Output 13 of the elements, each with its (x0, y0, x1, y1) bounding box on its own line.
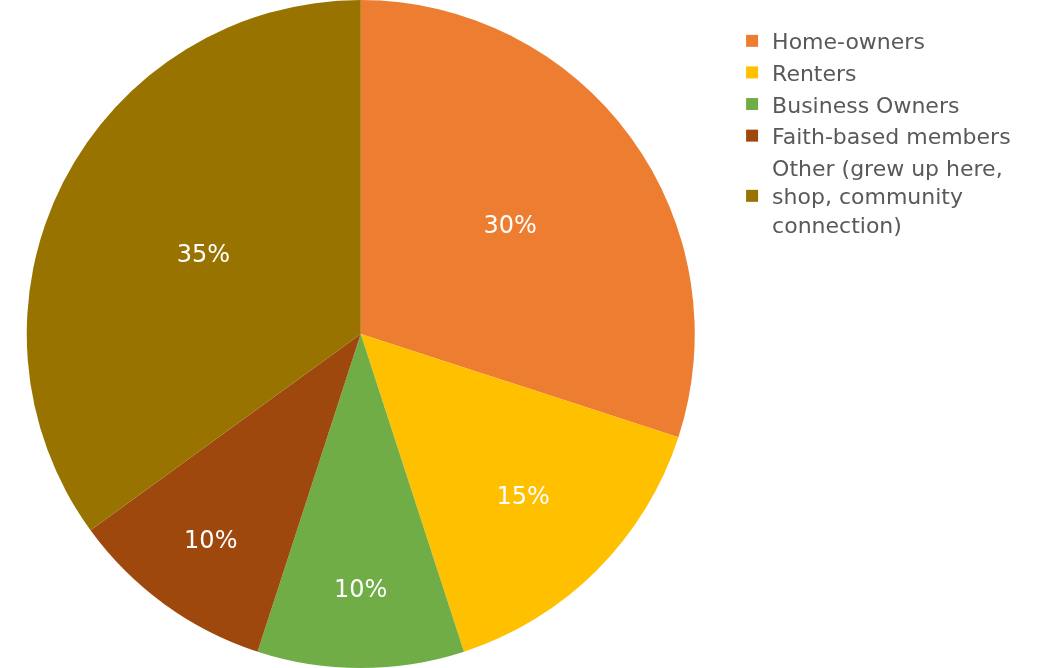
legend-label: Faith-based members (772, 124, 1011, 150)
legend-label: Home-owners (772, 29, 925, 55)
data-label: 10% (334, 575, 388, 604)
pie-slice (26, 0, 361, 531)
legend-label: Renters (772, 61, 857, 87)
pie-slice (257, 334, 464, 668)
data-label: 35% (176, 239, 231, 268)
data-label: 30% (483, 211, 537, 240)
legend-label: Business Owners (772, 92, 960, 118)
data-label: 15% (496, 482, 550, 511)
pie-slice (360, 0, 695, 438)
data-label: 10% (184, 526, 238, 555)
legend-label: Other (grew up here, shop, community connection) (772, 155, 1003, 239)
